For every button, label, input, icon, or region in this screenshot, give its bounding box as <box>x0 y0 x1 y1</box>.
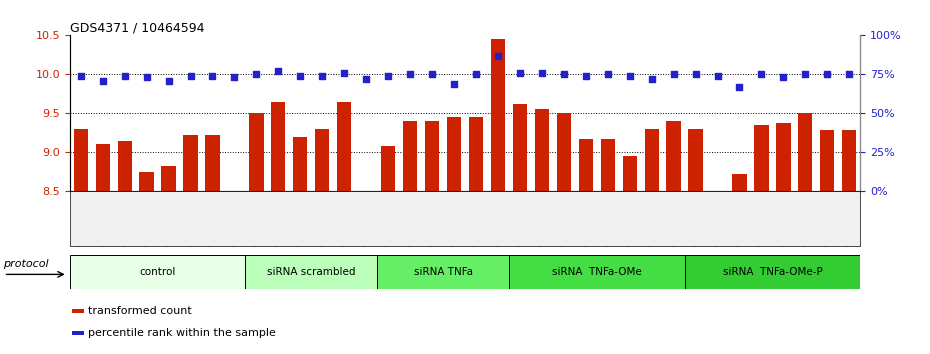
Text: siRNA scrambled: siRNA scrambled <box>267 267 355 277</box>
Text: siRNA TNFa: siRNA TNFa <box>414 267 472 277</box>
Point <box>820 72 835 77</box>
Point <box>183 73 198 79</box>
Point <box>842 72 857 77</box>
Bar <box>73 309 84 313</box>
Bar <box>667 121 681 191</box>
Bar <box>491 39 505 191</box>
Point <box>688 72 703 77</box>
Point <box>578 73 593 79</box>
Point <box>403 72 418 77</box>
Point <box>380 73 395 79</box>
Bar <box>183 135 198 191</box>
Bar <box>843 130 857 191</box>
Point <box>446 81 461 86</box>
Text: siRNA  TNFa-OMe-P: siRNA TNFa-OMe-P <box>723 267 822 277</box>
Point <box>798 72 813 77</box>
Bar <box>622 156 637 191</box>
Point <box>227 75 242 80</box>
Bar <box>315 129 329 191</box>
Bar <box>206 135 219 191</box>
Point <box>249 72 264 77</box>
Point <box>490 53 505 58</box>
Bar <box>378 255 509 289</box>
Point <box>732 84 747 90</box>
Bar <box>117 141 132 191</box>
Point <box>469 72 484 77</box>
Point <box>535 70 550 76</box>
Bar <box>578 139 593 191</box>
Bar <box>512 104 527 191</box>
Point <box>425 72 440 77</box>
Point <box>622 73 637 79</box>
Point <box>205 73 219 79</box>
Point <box>600 72 615 77</box>
Bar <box>684 255 860 289</box>
Point <box>293 73 308 79</box>
Bar <box>162 166 176 191</box>
Point <box>337 70 352 76</box>
Text: percentile rank within the sample: percentile rank within the sample <box>87 328 275 338</box>
Bar <box>140 172 153 191</box>
Text: protocol: protocol <box>4 259 49 269</box>
Text: control: control <box>140 267 176 277</box>
Bar <box>469 117 483 191</box>
Bar <box>447 117 461 191</box>
Text: GDS4371 / 10464594: GDS4371 / 10464594 <box>70 21 205 34</box>
Point <box>512 70 527 76</box>
Bar <box>96 144 110 191</box>
Bar <box>509 255 684 289</box>
Point <box>161 78 176 84</box>
Point <box>711 73 725 79</box>
Bar <box>246 255 378 289</box>
Bar <box>425 121 439 191</box>
Bar <box>293 137 308 191</box>
Bar <box>798 113 813 191</box>
Bar <box>732 174 747 191</box>
Bar <box>337 102 352 191</box>
Point <box>117 73 132 79</box>
Bar <box>644 129 658 191</box>
Point <box>666 72 681 77</box>
Bar <box>688 129 703 191</box>
Point <box>271 68 286 74</box>
Point <box>754 72 769 77</box>
Point <box>73 73 88 79</box>
Bar <box>557 113 571 191</box>
Bar <box>381 146 395 191</box>
Bar <box>249 113 263 191</box>
Bar <box>73 129 87 191</box>
Bar <box>777 122 790 191</box>
Bar <box>601 139 615 191</box>
Bar <box>535 109 549 191</box>
Bar <box>70 255 246 289</box>
Bar <box>272 102 286 191</box>
Point <box>95 78 110 84</box>
Point <box>140 75 154 80</box>
Bar <box>754 125 768 191</box>
Bar <box>73 331 84 335</box>
Text: transformed count: transformed count <box>87 306 192 316</box>
Point <box>644 76 659 82</box>
Point <box>359 76 374 82</box>
Bar <box>820 130 834 191</box>
Point <box>556 72 571 77</box>
Bar <box>403 121 418 191</box>
Point <box>315 73 330 79</box>
Point <box>776 75 790 80</box>
Text: siRNA  TNFa-OMe: siRNA TNFa-OMe <box>551 267 642 277</box>
